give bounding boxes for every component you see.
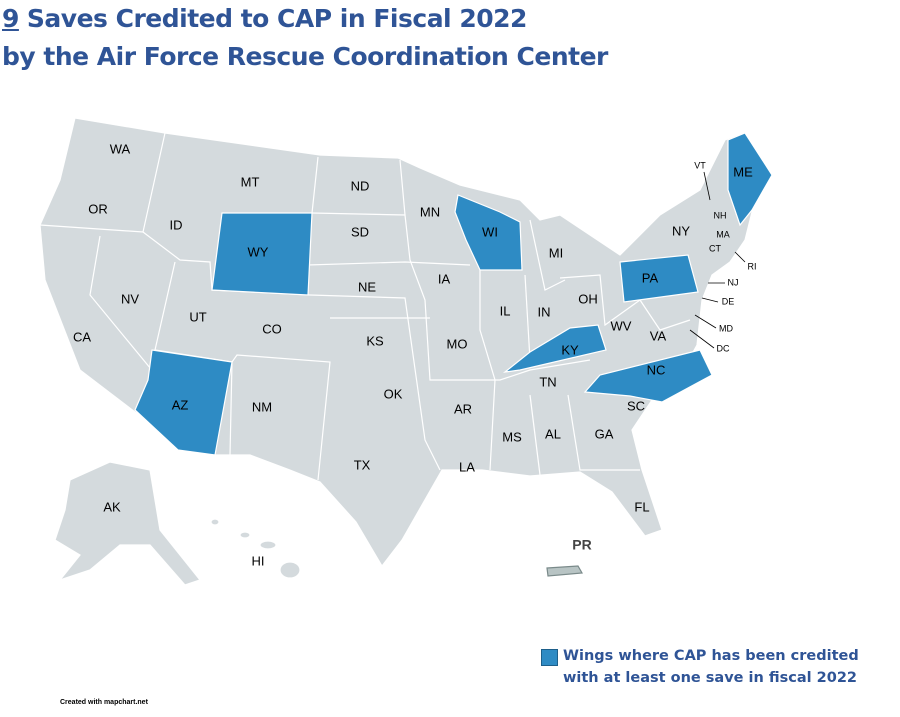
state-label: OH [578,291,598,306]
state-label: UT [189,309,206,324]
state-border [567,394,640,471]
state-label: KS [366,333,384,348]
state-label: TN [539,374,556,389]
state-label: AL [545,426,561,441]
base-map [39,117,773,586]
state-label: DC [717,343,730,353]
state-label: FL [634,499,649,514]
state-label: CA [73,329,91,344]
state-labels: WA OR CA NV ID MT WY UT CO AZ NM ND SD NE KS OK TX MN IA MO… [73,141,757,568]
leader-line [694,314,717,329]
state-label: WI [482,224,498,239]
state-label: MT [241,174,260,189]
state-label: WA [110,141,131,156]
state-label: VT [694,160,706,170]
state-label: ND [351,178,370,193]
state-label: WY [248,244,269,259]
state-shape [134,349,233,456]
legend-text: Wings where CAP has been credited [563,648,859,664]
state-border [529,394,541,476]
state-label: AR [454,401,472,416]
title-text: Saves Credited to CAP in Fiscal 2022 [26,4,528,33]
state-border [524,274,531,361]
state-label: AK [103,499,121,514]
state-label: WV [611,318,632,333]
hawaii-island [210,518,220,526]
state-label: SC [627,398,645,413]
state-border [479,270,496,471]
hawaii-island [259,540,277,550]
state-shape [211,212,313,296]
state-label: LA [459,459,475,474]
state-label: AZ [172,397,189,412]
state-label: PA [642,270,659,285]
state-label: NC [647,362,666,377]
state-label: NE [358,279,376,294]
state-label: MI [549,245,563,260]
state-label: MD [719,323,733,333]
alaska [54,461,202,586]
legend-text: with at least one save in fiscal 2022 [563,670,858,686]
state-border [559,274,691,331]
state-border [229,361,233,456]
state-label: ID [170,217,183,232]
state-border [399,159,406,216]
state-label: NM [252,399,272,414]
state-label: SD [351,224,369,239]
title-line: by the Air Force Rescue Coordination Cen… [2,42,608,71]
state-label: GA [595,426,614,441]
hawaii-island [239,531,251,539]
title-line: 9 Saves Credited to CAP in Fiscal 2022 [2,4,527,33]
save-count: 9 [2,4,19,33]
state-label: IN [538,304,551,319]
state-label: TX [354,457,371,472]
leader-lines [689,171,746,349]
state-shape [619,254,699,303]
leader-line [734,251,746,263]
territory-label: PR [572,537,591,553]
state-label: ME [733,164,753,179]
state-label: DE [722,296,735,306]
state-shape [502,324,607,373]
leader-line [703,171,711,201]
state-border [529,219,566,291]
legend-swatch [541,649,558,666]
state-label: OK [384,386,403,401]
state-border [89,235,161,381]
state-label: NJ [728,277,739,287]
state-label: HI [252,553,265,568]
state-label: MA [716,229,730,239]
state-shape [583,349,713,403]
state-label: OR [88,201,108,216]
credit: Created with mapchart.net [60,699,148,706]
state-label: KY [561,342,579,357]
state-label: IA [438,271,451,286]
state-label: MN [420,204,440,219]
puerto-rico [546,565,583,577]
state-shape [727,132,773,227]
state-label: CO [262,321,282,336]
state-label: NV [121,291,139,306]
leader-line [689,329,715,349]
state-label: NH [714,210,727,220]
state-label: IL [500,303,511,318]
state-border [154,261,331,481]
state-shape [454,194,523,271]
state-border [311,212,591,381]
legend: Wings where CAP has been credited with a… [563,645,859,689]
state-label: VA [650,328,667,343]
state-label: NY [672,223,690,238]
states [134,132,773,456]
hawaii [279,561,301,579]
state-label: CT [709,243,721,253]
leader-line [701,297,719,303]
state-label: MO [447,336,468,351]
state-label: RI [748,261,757,271]
state-label: MS [502,429,522,444]
